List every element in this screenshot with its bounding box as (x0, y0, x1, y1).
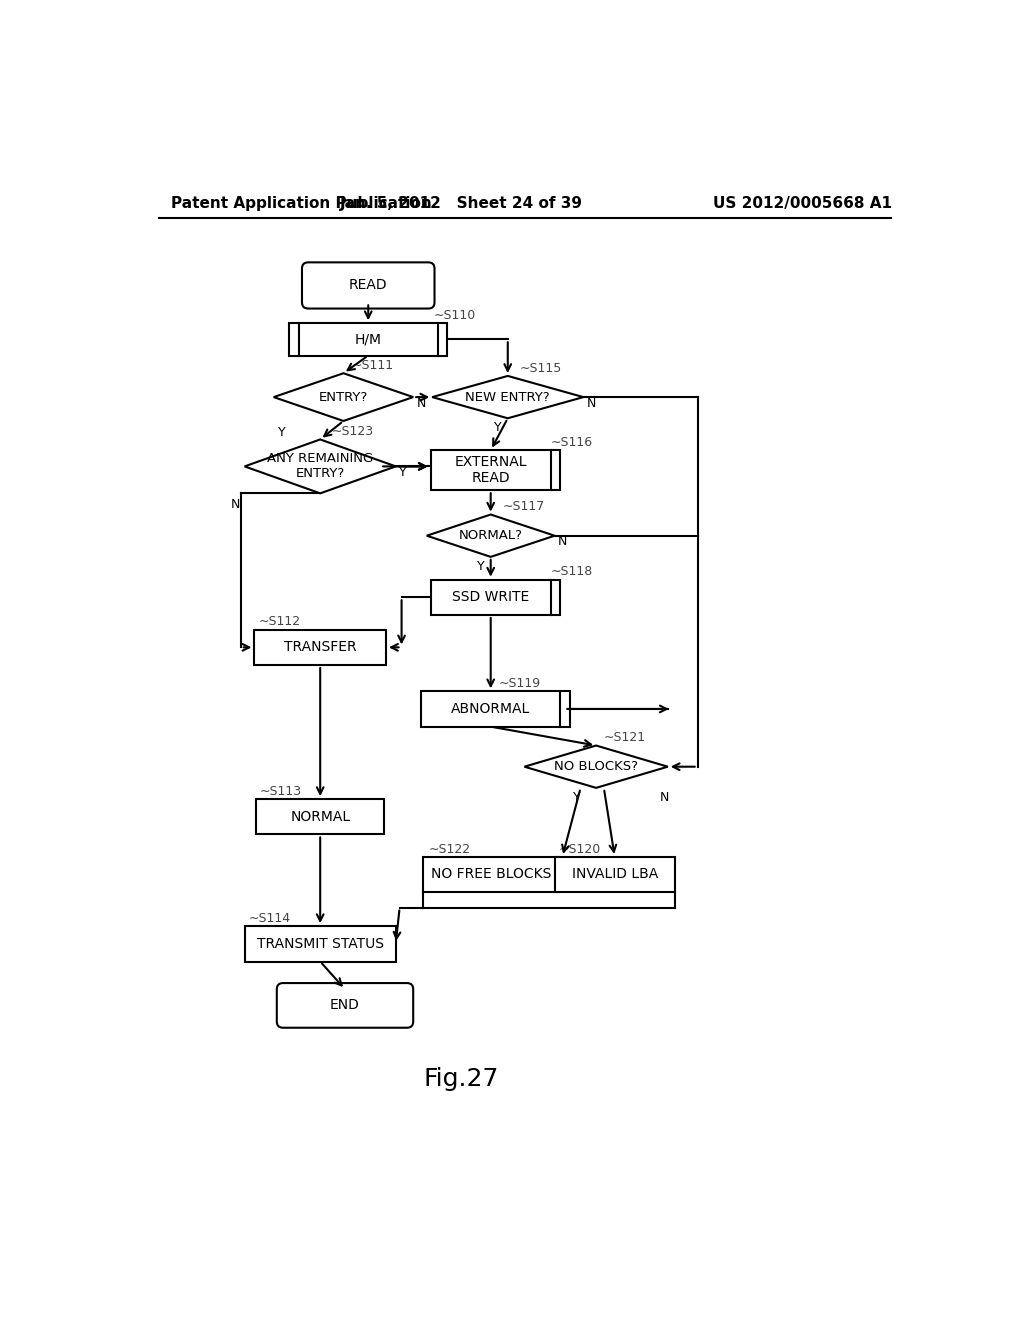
Text: N: N (587, 397, 596, 409)
Polygon shape (524, 746, 668, 788)
Text: ∼S113: ∼S113 (260, 785, 302, 797)
Text: Y: Y (278, 426, 286, 440)
Polygon shape (432, 376, 584, 418)
Text: ABNORMAL: ABNORMAL (452, 702, 530, 715)
Text: NO FREE BLOCKS: NO FREE BLOCKS (430, 867, 551, 882)
Bar (254, 630, 386, 665)
Text: ∼S121: ∼S121 (604, 731, 646, 744)
FancyBboxPatch shape (302, 263, 434, 309)
Text: NORMAL?: NORMAL? (459, 529, 522, 543)
Bar (256, 799, 384, 834)
Text: ∼S122: ∼S122 (429, 842, 471, 855)
Bar (431, 579, 560, 615)
Text: ENTRY?: ENTRY? (318, 391, 368, 404)
Text: TRANSFER: TRANSFER (284, 640, 356, 655)
Text: Fig.27: Fig.27 (424, 1067, 499, 1090)
Text: NO BLOCKS?: NO BLOCKS? (554, 760, 638, 774)
Text: Patent Application Publication: Patent Application Publication (171, 195, 431, 211)
Text: ∼S119: ∼S119 (499, 677, 541, 690)
FancyBboxPatch shape (276, 983, 414, 1028)
Polygon shape (427, 515, 555, 557)
Text: ∼S115: ∼S115 (519, 362, 561, 375)
Text: ∼S118: ∼S118 (551, 565, 593, 578)
Text: SSD WRITE: SSD WRITE (452, 590, 529, 605)
Bar (289, 323, 447, 355)
Text: TRANSMIT STATUS: TRANSMIT STATUS (257, 937, 384, 950)
Text: N: N (558, 536, 567, 548)
Bar (421, 692, 569, 726)
Text: N: N (417, 397, 426, 409)
Text: N: N (660, 791, 670, 804)
Text: ∼S111: ∼S111 (351, 359, 393, 372)
Text: ∼S117: ∼S117 (503, 500, 545, 513)
Text: US 2012/0005668 A1: US 2012/0005668 A1 (713, 195, 892, 211)
Text: ∼S112: ∼S112 (258, 615, 300, 628)
Text: ∼S123: ∼S123 (332, 425, 374, 438)
Bar (555, 857, 675, 892)
Bar (431, 450, 560, 490)
Text: ANY REMAINING
ENTRY?: ANY REMAINING ENTRY? (267, 453, 374, 480)
Text: NEW ENTRY?: NEW ENTRY? (466, 391, 550, 404)
Text: N: N (230, 499, 240, 511)
Text: END: END (330, 998, 360, 1012)
Polygon shape (245, 440, 395, 494)
Text: Y: Y (399, 466, 407, 479)
Text: Jan. 5, 2012   Sheet 24 of 39: Jan. 5, 2012 Sheet 24 of 39 (340, 195, 583, 211)
Text: Y: Y (572, 791, 581, 804)
Text: H/M: H/M (354, 333, 382, 346)
Text: ∼S120: ∼S120 (558, 842, 601, 855)
Polygon shape (273, 374, 414, 421)
Text: Y: Y (477, 560, 484, 573)
Text: READ: READ (349, 279, 387, 293)
Text: EXTERNAL
READ: EXTERNAL READ (455, 455, 527, 486)
Text: INVALID LBA: INVALID LBA (571, 867, 657, 882)
Text: NORMAL: NORMAL (290, 809, 350, 824)
Text: Y: Y (494, 421, 502, 434)
Text: ∼S110: ∼S110 (434, 309, 476, 322)
Bar (423, 857, 558, 892)
Text: ∼S116: ∼S116 (551, 436, 593, 449)
Text: ∼S114: ∼S114 (249, 912, 291, 925)
Bar (245, 927, 395, 961)
